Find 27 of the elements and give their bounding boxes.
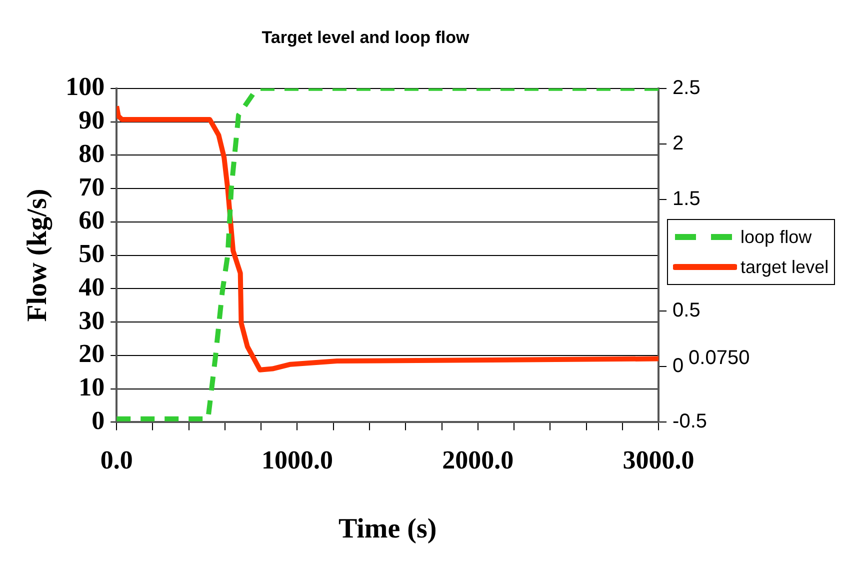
y2-tick-label: 2 <box>672 132 684 155</box>
x-axis-title: Time (s) <box>338 513 437 544</box>
y-tick-label: 80 <box>78 138 105 168</box>
y-tick-label: 90 <box>78 106 105 134</box>
x-tick-label: 3000.0 <box>622 446 694 475</box>
y-tick-label: 50 <box>78 239 105 268</box>
x-tick-label: 2000.0 <box>442 446 514 475</box>
y-axis-title: Flow (kg/s) <box>22 188 54 322</box>
legend-label: target level <box>740 256 829 278</box>
y-tick-label: 40 <box>78 272 105 302</box>
y-tick-label: 0 <box>92 406 105 435</box>
x-tick-label: 1000.0 <box>261 446 333 475</box>
y2-tick-label: 1.5 <box>672 188 700 210</box>
y2-tick-label: 0.5 <box>672 299 700 322</box>
text: 0.0750 <box>688 347 750 370</box>
y-tick-label: 30 <box>78 306 105 335</box>
y-tick-label: 100 <box>66 72 105 102</box>
legend-label: loop flow <box>740 226 812 248</box>
y-tick-label: 60 <box>78 206 105 235</box>
y-tick-label: 10 <box>78 372 105 402</box>
y2-tick-label: 2.5 <box>672 76 700 99</box>
y2-tick-label: 0 <box>672 355 684 378</box>
y-tick-label: 70 <box>78 172 105 202</box>
y-tick-label: 20 <box>78 339 105 368</box>
x-tick-label: 0.0 <box>100 446 133 475</box>
y2-tick-label: -0.5 <box>672 410 708 433</box>
chart-title: Target level and loop flow <box>262 28 470 47</box>
